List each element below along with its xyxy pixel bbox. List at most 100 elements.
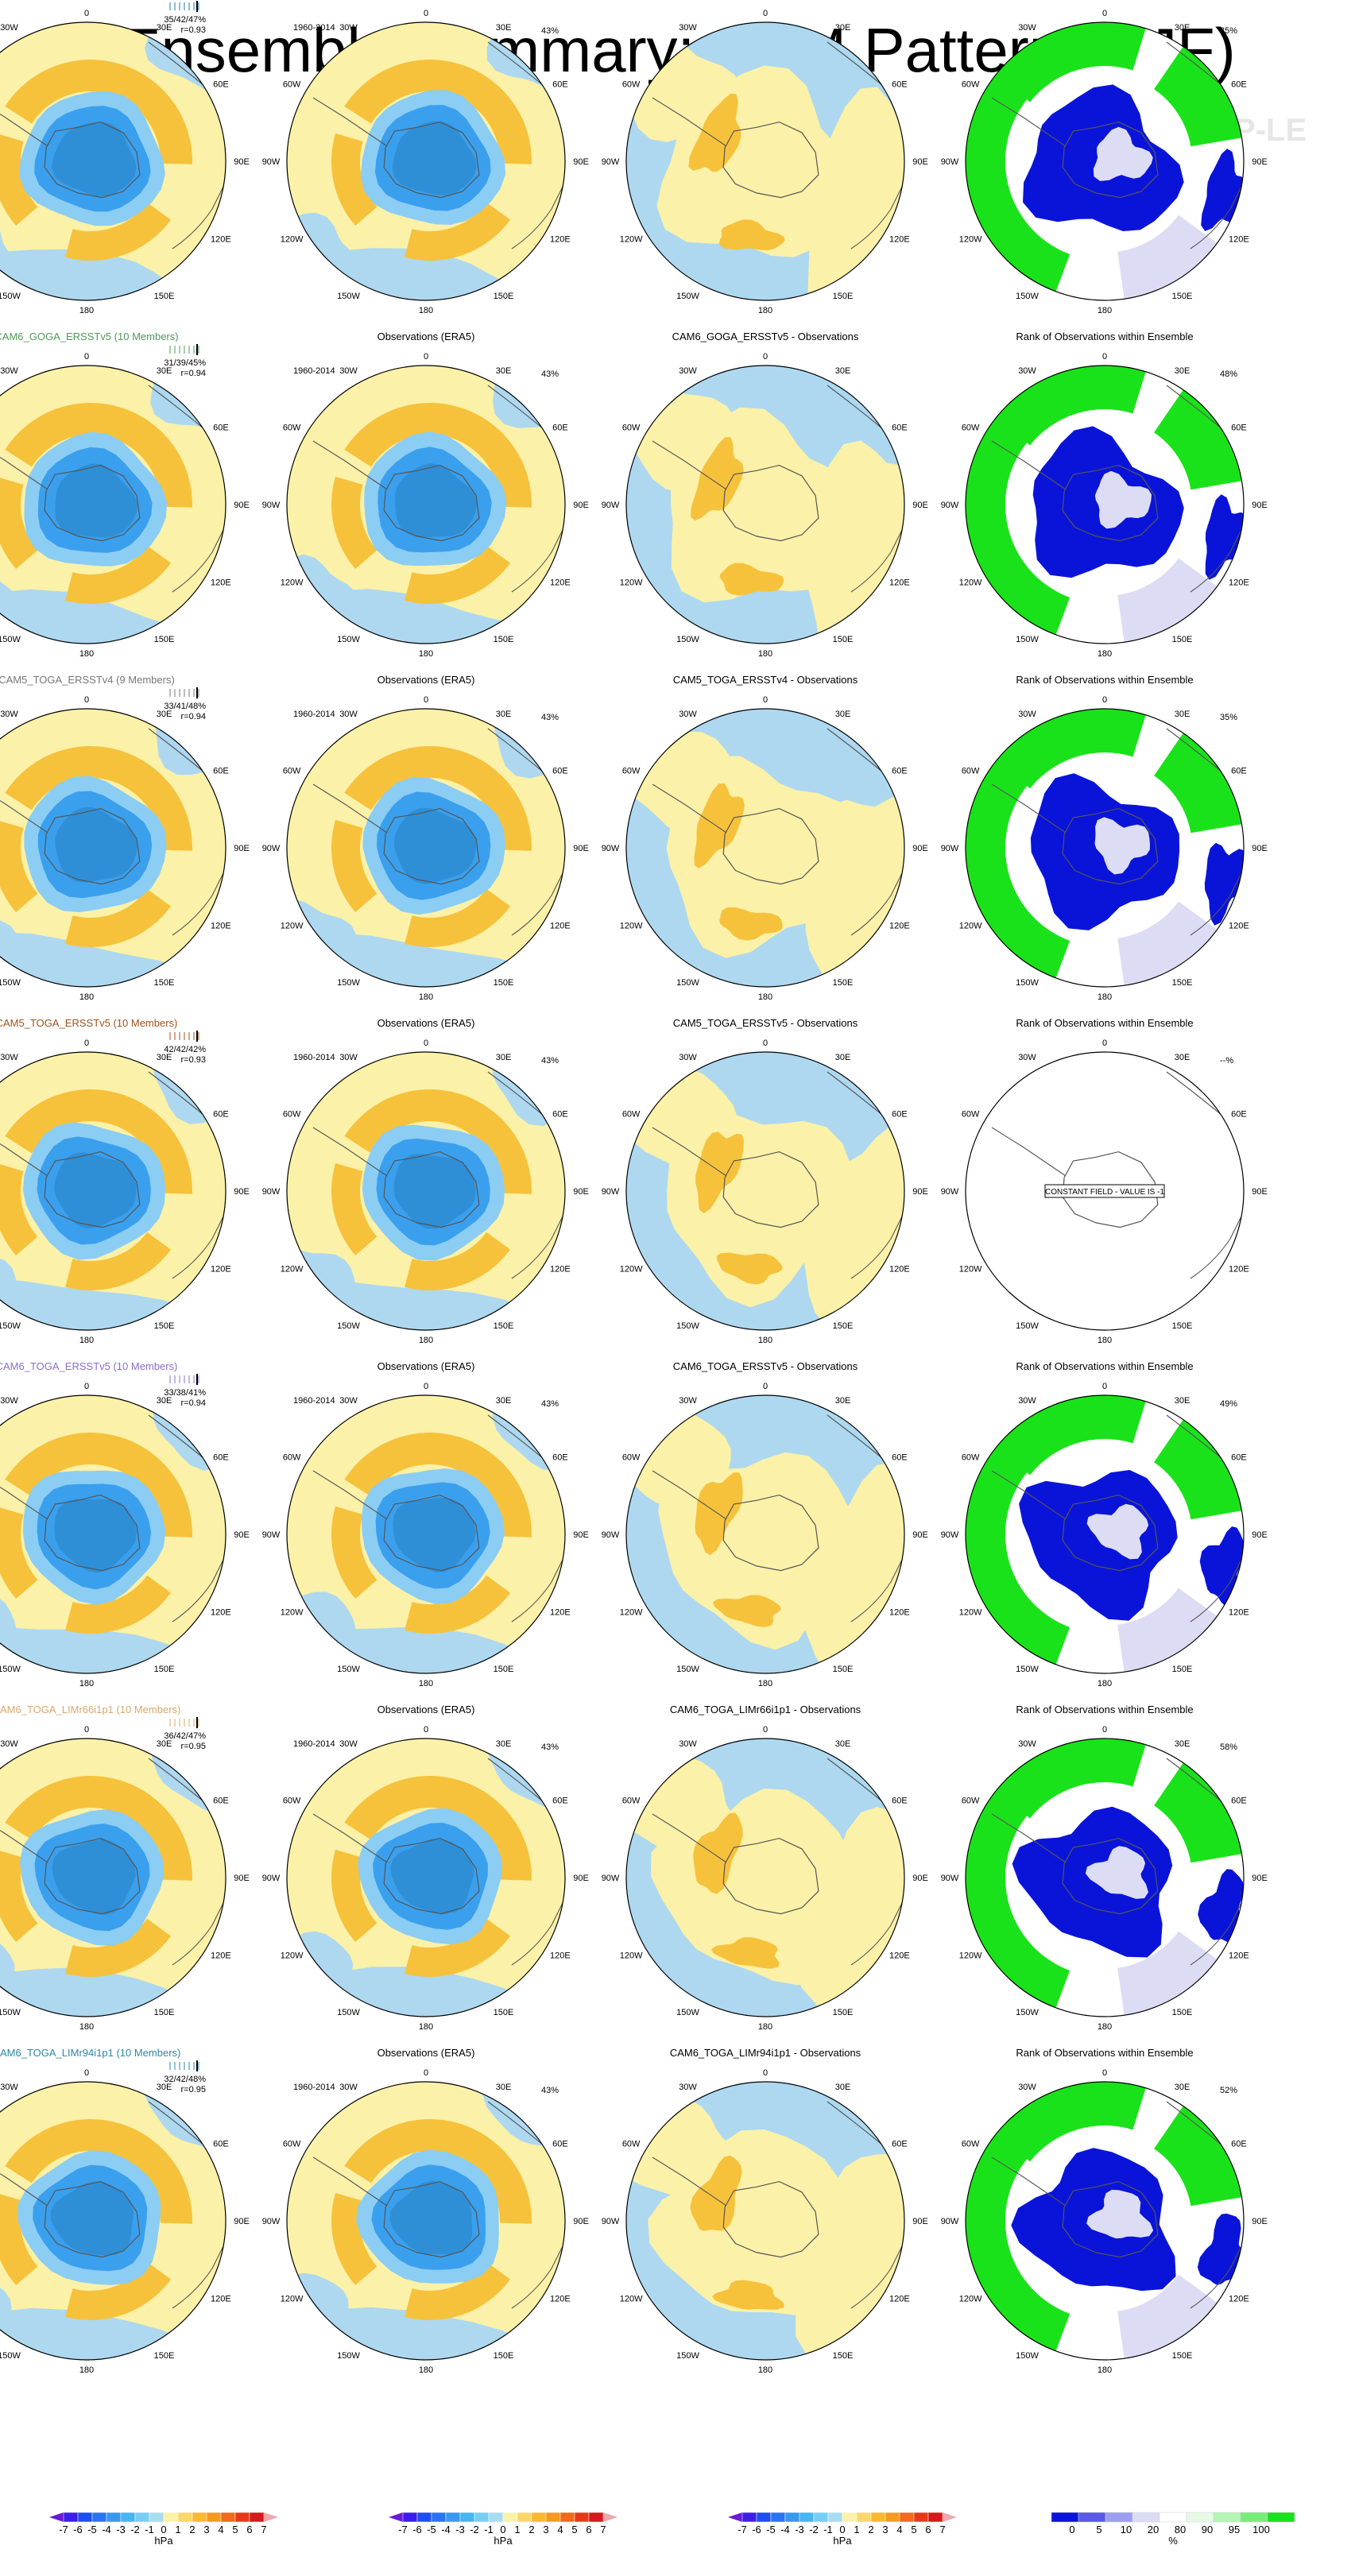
- lon-label-east: 150E: [494, 1321, 514, 1331]
- lon-label-180: 180: [1098, 649, 1112, 659]
- map-field: [287, 366, 565, 644]
- lon-label-west: 30W: [339, 2083, 358, 2092]
- colorbar-swatch: [416, 2512, 432, 2523]
- map-border: [965, 708, 1245, 988]
- lon-label-east: 60E: [213, 1110, 229, 1120]
- australia-coastline: [172, 871, 225, 936]
- south-america-coastline: [0, 1127, 48, 1177]
- lon-label-east: 60E: [552, 1453, 568, 1463]
- africa-coastline: [487, 2101, 544, 2146]
- lon-label-west: 120W: [959, 1951, 982, 1961]
- pct-stats-label: 33/41/48%: [164, 702, 206, 711]
- colorbar-tick: 5: [1096, 2524, 1101, 2535]
- colorbar-swatch: [1105, 2512, 1133, 2523]
- africa-coastline: [827, 1758, 884, 1803]
- colorbar-swatch: [402, 2512, 418, 2523]
- obs-pct-label: 43%: [541, 1742, 559, 1752]
- south-america-coastline: [991, 440, 1067, 490]
- antarctica-coastline: [722, 2180, 819, 2258]
- colorbar-swatch: [1267, 2512, 1295, 2523]
- antarctica-coastline: [1062, 1494, 1159, 1572]
- map-field: [966, 2082, 1244, 2360]
- lon-label-west: 60W: [622, 2140, 641, 2149]
- lon-label-east: 60E: [213, 80, 229, 90]
- lon-label-east: 120E: [550, 1265, 571, 1274]
- map-field: [626, 1052, 904, 1330]
- africa-coastline: [487, 41, 544, 87]
- map-field: [626, 366, 904, 644]
- lon-label-west: 60W: [622, 1797, 641, 1806]
- lon-label-west: 90W: [602, 2217, 620, 2226]
- colorbar-tick: -7: [738, 2524, 747, 2535]
- lon-label-west: 150W: [0, 978, 21, 988]
- panel-title: CAM6_TOGA_ERSSTv5 (10 Members): [0, 1360, 177, 1372]
- lon-label-east: 90E: [1252, 844, 1268, 853]
- lon-label-east: 60E: [213, 767, 229, 776]
- colorbar-swatch: [63, 2512, 79, 2523]
- lon-label-west: 30W: [0, 366, 18, 376]
- lon-label-east: 60E: [892, 1797, 908, 1806]
- colorbar-tick: -7: [59, 2524, 68, 2535]
- panel-diff-row-7: CAM6_TOGA_LIMr94i1p1 - Observations 0 180 3…: [602, 2047, 928, 2375]
- map-border: [625, 21, 905, 301]
- lon-label-west: 120W: [281, 2295, 304, 2304]
- pct-stats-label: 32/42/48%: [164, 2075, 206, 2084]
- obs-pct-label: 43%: [541, 2086, 559, 2095]
- lon-label-east: 90E: [912, 501, 928, 510]
- colorbar-swatch: [943, 2512, 957, 2522]
- lon-label-east: 90E: [912, 1530, 928, 1540]
- lon-label-180: 180: [419, 992, 433, 1002]
- map-field: [0, 2082, 226, 2360]
- lon-label-east: 30E: [157, 1396, 172, 1406]
- lon-label-0: 0: [424, 2068, 428, 2078]
- south-america-coastline: [312, 440, 388, 490]
- lon-label-east: 30E: [1175, 23, 1190, 33]
- colorbar-swatch: [770, 2512, 786, 2523]
- south-america-coastline: [0, 440, 48, 490]
- map-border: [0, 365, 226, 644]
- colorbar-swatch: [445, 2512, 461, 2523]
- lon-label-east: 60E: [892, 767, 908, 776]
- colorbar-unit: %: [1168, 2535, 1178, 2547]
- lon-label-east: 30E: [496, 1396, 512, 1406]
- lon-label-east: 150E: [494, 635, 514, 644]
- colorbar-swatch: [206, 2512, 222, 2523]
- lon-label-east: 60E: [213, 424, 229, 433]
- lon-label-east: 60E: [892, 1453, 908, 1463]
- pattern-correlation-label: r=0.94: [181, 712, 207, 721]
- map-border: [0, 1394, 226, 1674]
- lon-label-0: 0: [424, 1039, 428, 1048]
- australia-coastline: [1190, 1901, 1243, 1966]
- lon-label-west: 150W: [337, 292, 360, 301]
- panel-rank-row-3: Rank of Observations within Ensemble 0 180…: [941, 674, 1268, 1002]
- colorbar-tick: -3: [795, 2524, 804, 2535]
- lon-label-west: 90W: [941, 157, 959, 167]
- lon-label-east: 30E: [1175, 366, 1190, 376]
- lon-label-east: 90E: [1252, 157, 1268, 167]
- lon-label-0: 0: [84, 695, 89, 705]
- rank-pct-label: 52%: [1220, 2086, 1237, 2095]
- lon-label-west: 120W: [959, 2295, 982, 2304]
- lon-label-east: 30E: [835, 2083, 851, 2092]
- lon-label-east: 150E: [1172, 1665, 1193, 1674]
- australia-coastline: [511, 871, 564, 936]
- panel-obs-row-7: Observations (ERA5) 0 180 30W 30E 60W 60E 90W 90…: [262, 2047, 589, 2375]
- map-border: [286, 1051, 566, 1331]
- rank-pct-label: 35%: [1220, 713, 1237, 722]
- colorbar-tick: -2: [809, 2524, 819, 2535]
- colorbar-swatch: [502, 2512, 518, 2523]
- panel-diff-row-4: CAM5_TOGA_ERSSTv5 - Observations 0 180 30W 3…: [602, 1017, 928, 1345]
- lon-label-east: 60E: [892, 1110, 908, 1120]
- lon-label-east: 60E: [1231, 424, 1247, 433]
- lon-label-east: 120E: [550, 1951, 571, 1961]
- colorbar-tick: 7: [600, 2524, 606, 2535]
- colorbar-tick: 3: [543, 2524, 548, 2535]
- lon-label-east: 60E: [552, 80, 568, 90]
- lon-label-east: 150E: [494, 2008, 514, 2017]
- australia-coastline: [850, 528, 904, 593]
- period-label: 1960-2014: [293, 1053, 335, 1062]
- africa-coastline: [827, 2101, 884, 2146]
- lon-label-west: 150W: [1016, 978, 1039, 988]
- africa-coastline: [487, 728, 544, 773]
